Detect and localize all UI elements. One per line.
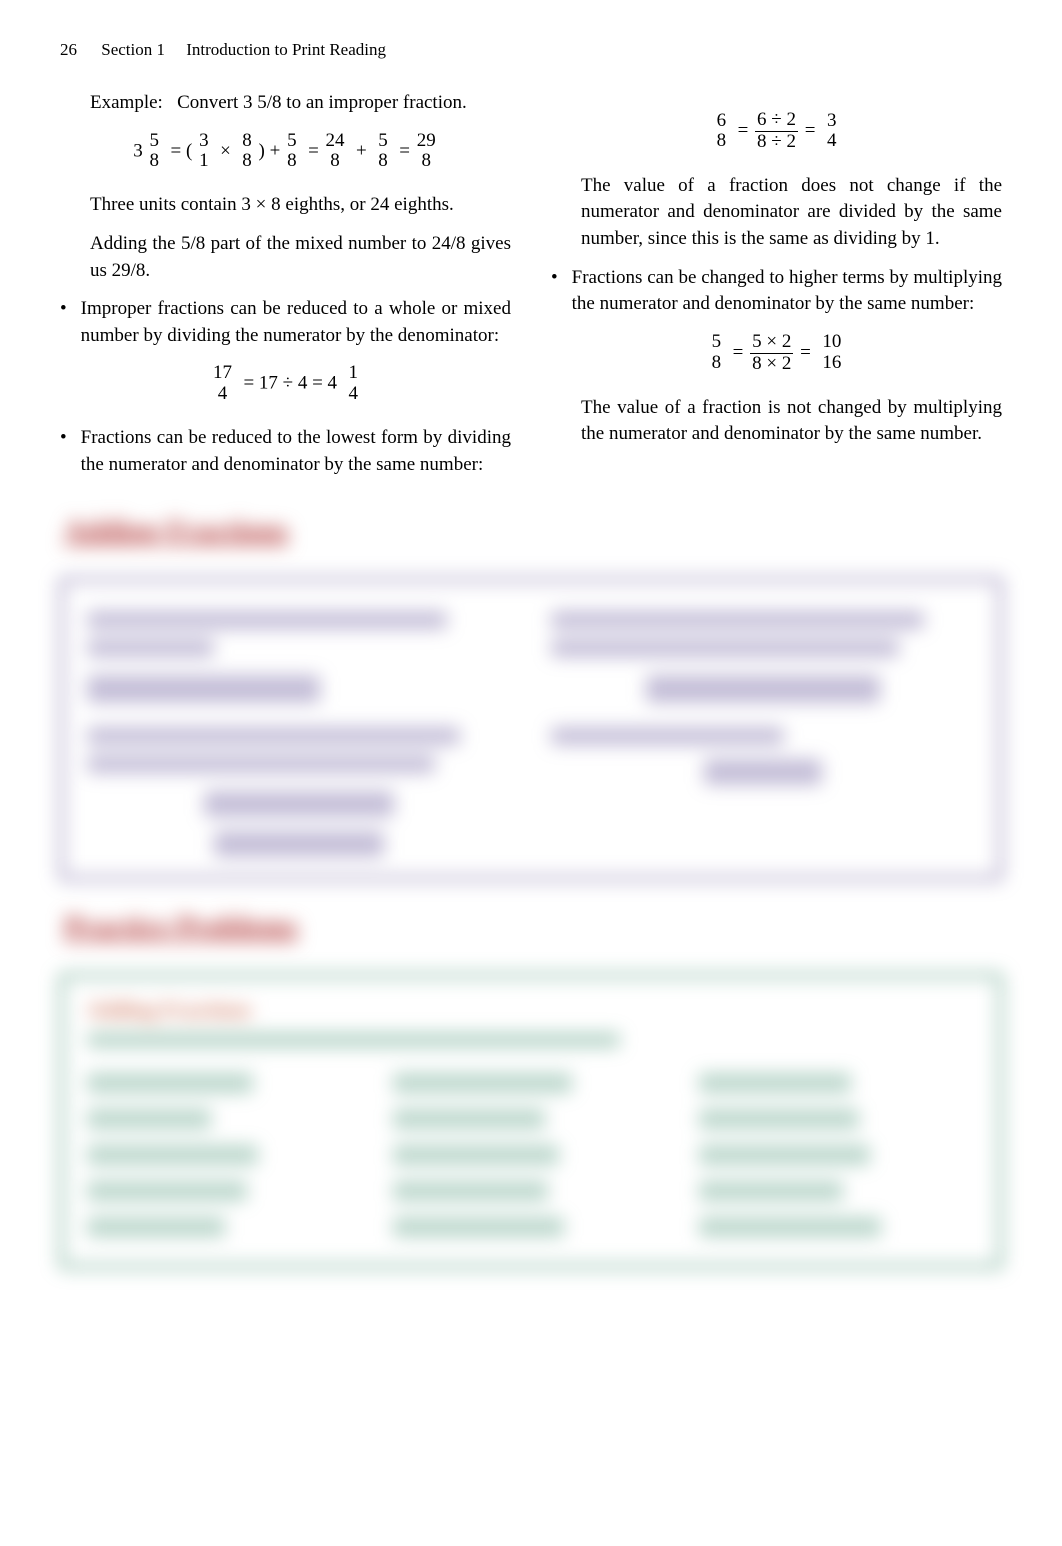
eq4-b-num: 5 × 2 bbox=[750, 332, 793, 354]
eq2-mid: = 17 ÷ 4 = 4 bbox=[243, 373, 337, 394]
blurred-subheading: Adding Fractions bbox=[87, 997, 975, 1023]
eq4-eq: = bbox=[733, 342, 744, 363]
eq1-plus2: + bbox=[356, 140, 367, 161]
eq3-eq2: = bbox=[805, 120, 816, 141]
eq4-c-den: 16 bbox=[822, 353, 841, 374]
example-text: Convert 3 5/8 to an improper fraction. bbox=[177, 92, 467, 113]
eq1-b: 8 8 bbox=[242, 131, 252, 173]
eq3-c-den: 4 bbox=[827, 131, 837, 152]
section-title: Introduction to Print Reading bbox=[186, 40, 386, 59]
eq3-b-num: 6 ÷ 2 bbox=[755, 110, 798, 132]
eq1-f: 29 8 bbox=[417, 131, 436, 173]
eq1-e: 5 8 bbox=[378, 131, 388, 173]
eq4-a: 5 8 bbox=[712, 332, 722, 374]
blurred-heading-2: Practice Problems bbox=[64, 910, 1002, 944]
eq1-d-den: 8 bbox=[326, 151, 345, 172]
eq1-whole: 3 bbox=[133, 140, 143, 161]
left-bullet2: • Fractions can be reduced to the lowest… bbox=[60, 425, 511, 478]
eq2-a: 17 4 bbox=[213, 363, 232, 405]
eq2-a-num: 17 bbox=[213, 363, 232, 384]
eq4-eq2: = bbox=[800, 342, 811, 363]
eq3-eq: = bbox=[738, 120, 749, 141]
eq1-eq: = bbox=[171, 140, 182, 161]
eq1-c-num: 5 bbox=[287, 131, 297, 152]
eq3-a-num: 6 bbox=[717, 111, 727, 132]
eq3-a-den: 8 bbox=[717, 131, 727, 152]
eq2-r: 1 4 bbox=[349, 363, 359, 405]
eq4-a-den: 8 bbox=[712, 353, 722, 374]
two-column-layout: Example: Convert 3 5/8 to an improper fr… bbox=[60, 90, 1002, 484]
example-label: Example: bbox=[90, 92, 163, 113]
blurred-box-1 bbox=[60, 578, 1002, 880]
page-header: 26 Section 1 Introduction to Print Readi… bbox=[60, 40, 1002, 60]
eq1-mixed-num: 5 bbox=[150, 131, 160, 152]
eq1-a-num: 3 bbox=[199, 131, 209, 152]
eq1-a-den: 1 bbox=[199, 151, 209, 172]
bullet-dot-icon: • bbox=[551, 265, 558, 318]
right-para2: The value of a fraction is not changed b… bbox=[581, 395, 1002, 448]
eq1-eq3: = bbox=[399, 140, 410, 161]
eq1-c-den: 8 bbox=[287, 151, 297, 172]
eq2-a-den: 4 bbox=[213, 384, 232, 405]
left-bullet1-text: Improper fractions can be reduced to a w… bbox=[81, 296, 511, 349]
eq1-lp: ( bbox=[186, 140, 192, 161]
eq1-b-den: 8 bbox=[242, 151, 252, 172]
eq3-b-den: 8 ÷ 2 bbox=[755, 132, 798, 153]
eq3-c-num: 3 bbox=[827, 111, 837, 132]
eq1-e-den: 8 bbox=[378, 151, 388, 172]
eq1-mixed-den: 8 bbox=[150, 151, 160, 172]
right-para1: The value of a fraction does not change … bbox=[581, 173, 1002, 253]
eq4-c: 10 16 bbox=[822, 332, 841, 374]
right-column: 6 8 = 6 ÷ 2 8 ÷ 2 = 3 4 The value of a f… bbox=[551, 90, 1002, 484]
page-number: 26 bbox=[60, 40, 77, 60]
eq3-a: 6 8 bbox=[717, 111, 727, 153]
equation-reduce: 6 8 = 6 ÷ 2 8 ÷ 2 = 3 4 bbox=[551, 110, 1002, 153]
left-column: Example: Convert 3 5/8 to an improper fr… bbox=[60, 90, 511, 484]
eq1-a: 3 1 bbox=[199, 131, 209, 173]
eq1-eq2: = bbox=[308, 140, 319, 161]
eq1-f-num: 29 bbox=[417, 131, 436, 152]
eq1-mixed-frac: 5 8 bbox=[150, 131, 160, 173]
eq3-c: 3 4 bbox=[827, 111, 837, 153]
left-para1: Three units contain 3 × 8 eighths, or 24… bbox=[90, 192, 511, 219]
blurred-heading-1: Adding Fractions bbox=[64, 514, 1002, 548]
eq4-b-den: 8 × 2 bbox=[750, 354, 793, 375]
equation-higher-terms: 5 8 = 5 × 2 8 × 2 = 10 16 bbox=[551, 332, 1002, 375]
right-bullet1-text: Fractions can be changed to higher terms… bbox=[572, 265, 1002, 318]
eq1-d: 24 8 bbox=[326, 131, 345, 173]
section-label: Section 1 bbox=[101, 40, 165, 59]
equation-mixed-to-improper: 3 5 8 = ( 3 1 × 8 8 ) + 5 8 = bbox=[60, 131, 511, 173]
left-bullet1: • Improper fractions can be reduced to a… bbox=[60, 296, 511, 349]
example-line: Example: Convert 3 5/8 to an improper fr… bbox=[90, 90, 511, 117]
left-bullet2-text: Fractions can be reduced to the lowest f… bbox=[81, 425, 511, 478]
eq1-rp: ) bbox=[259, 140, 265, 161]
eq2-r-num: 1 bbox=[349, 363, 359, 384]
equation-improper-divide: 17 4 = 17 ÷ 4 = 4 1 4 bbox=[60, 363, 511, 405]
right-bullet1: • Fractions can be changed to higher ter… bbox=[551, 265, 1002, 318]
eq4-b: 5 × 2 8 × 2 bbox=[750, 332, 793, 375]
eq4-c-num: 10 bbox=[822, 332, 841, 353]
eq3-b: 6 ÷ 2 8 ÷ 2 bbox=[755, 110, 798, 153]
eq1-e-num: 5 bbox=[378, 131, 388, 152]
eq4-a-num: 5 bbox=[712, 332, 722, 353]
bullet-dot-icon: • bbox=[60, 425, 67, 478]
eq1-d-num: 24 bbox=[326, 131, 345, 152]
eq1-plus: + bbox=[270, 140, 281, 161]
bullet-dot-icon: • bbox=[60, 296, 67, 349]
left-para2: Adding the 5/8 part of the mixed number … bbox=[90, 231, 511, 284]
eq1-c: 5 8 bbox=[287, 131, 297, 173]
eq1-f-den: 8 bbox=[417, 151, 436, 172]
eq2-r-den: 4 bbox=[349, 384, 359, 405]
blurred-box-2: Adding Fractions bbox=[60, 974, 1002, 1268]
eq1-b-num: 8 bbox=[242, 131, 252, 152]
eq1-times: × bbox=[220, 140, 231, 161]
